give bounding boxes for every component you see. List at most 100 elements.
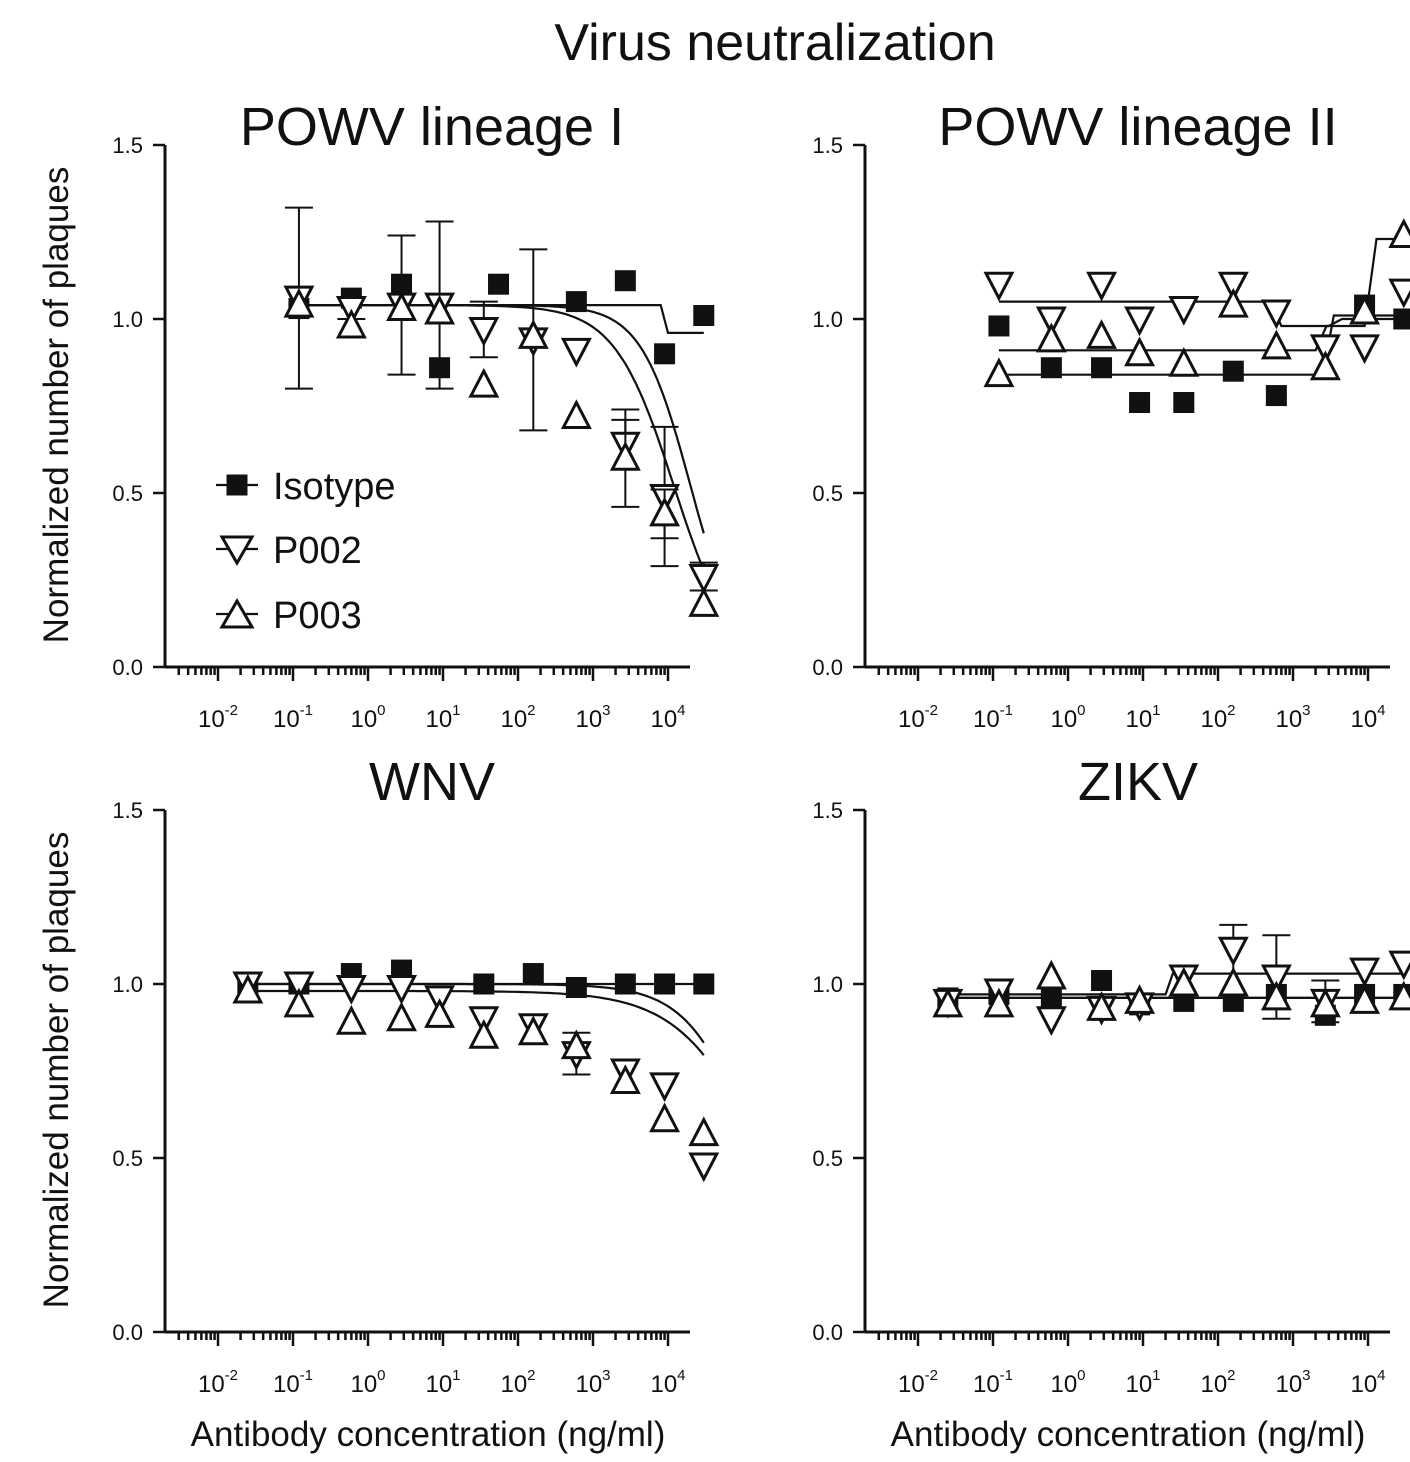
data-point-p003 (283, 987, 315, 1018)
data-point-p003 (1086, 319, 1118, 349)
y-tick-label: 1.5 (112, 133, 143, 158)
data-point-p002 (1086, 271, 1118, 302)
data-point-p003 (1388, 980, 1410, 1011)
data-point-p003 (649, 1102, 681, 1133)
data-point-isotype (565, 976, 587, 998)
data-point-p003 (560, 399, 592, 429)
y-tick-label: 1.5 (812, 798, 843, 823)
x-tick-label: 103 (1275, 1367, 1310, 1398)
data-point-p002 (1035, 306, 1067, 337)
y-tick-label: 0.0 (112, 1320, 143, 1345)
x-tick-label: 101 (1125, 1367, 1160, 1398)
legend-item-p002: P002 (216, 530, 362, 572)
x-tick-label: 104 (650, 1367, 685, 1398)
y-tick-label: 1.5 (812, 133, 843, 158)
legend-item-isotype: Isotype (216, 466, 396, 508)
open-down-triangle-icon (219, 535, 255, 567)
data-point-p003 (283, 287, 315, 318)
filled-square-icon (226, 474, 248, 496)
y-tick-label: 0.5 (112, 481, 143, 506)
data-point-p002 (1388, 950, 1410, 981)
data-point-p003 (1388, 218, 1410, 248)
x-tick-label: 103 (1275, 702, 1310, 733)
data-point-p003 (517, 319, 549, 349)
data-point-p003 (517, 1015, 549, 1046)
data-point-p002 (335, 974, 367, 1005)
x-tick-label: 100 (350, 702, 385, 733)
data-point-p002 (1349, 334, 1381, 365)
data-point-p002 (1035, 1006, 1067, 1037)
data-point-isotype (488, 273, 510, 295)
data-point-p002 (468, 316, 500, 347)
data-point-p003 (649, 496, 681, 527)
data-point-p003 (335, 1005, 367, 1035)
data-point-p003 (1035, 959, 1067, 990)
x-tick-label: 10-2 (898, 1367, 938, 1398)
x-tick-label: 102 (1200, 1367, 1235, 1398)
data-point-p003 (1086, 991, 1118, 1021)
x-tick-label: 10-2 (198, 702, 238, 733)
data-point-isotype (1393, 308, 1410, 330)
data-point-p003 (1124, 984, 1156, 1014)
y-axis-label: Normalized number of plaques (37, 167, 76, 644)
data-point-isotype (988, 315, 1010, 337)
open-up-triangle-icon (219, 597, 255, 629)
x-tick-label: 10-1 (273, 1367, 313, 1398)
x-axis-label: Antibody concentration (ng/ml) (891, 1415, 1366, 1454)
data-point-p003 (1217, 966, 1249, 997)
data-point-isotype (693, 305, 715, 327)
data-point-p003 (983, 987, 1015, 1018)
data-point-p003 (1124, 336, 1156, 367)
data-point-isotype (693, 973, 715, 995)
data-point-isotype (1091, 357, 1113, 379)
x-tick-label: 102 (500, 1367, 535, 1398)
data-point-p003 (560, 1029, 592, 1060)
panel-wnv: WNV Normalized number of plaques Antibod… (37, 752, 720, 1454)
data-point-p002 (1168, 296, 1200, 326)
x-tick-label: 104 (1350, 1367, 1385, 1398)
legend-label: P002 (273, 530, 362, 572)
x-tick-label: 10-1 (273, 702, 313, 733)
data-point-p002 (688, 564, 720, 594)
data-point-isotype (1040, 987, 1062, 1009)
y-tick-label: 0.0 (112, 655, 143, 680)
data-point-p003 (468, 367, 500, 398)
x-tick-label: 10-1 (973, 1367, 1013, 1398)
data-point-p003 (688, 1116, 720, 1147)
fit-curve-p003 (298, 304, 705, 571)
data-point-isotype (654, 343, 676, 365)
data-point-p003 (232, 973, 264, 1004)
x-tick-label: 102 (500, 702, 535, 733)
data-point-p002 (1217, 936, 1249, 967)
y-tick-label: 0.0 (812, 655, 843, 680)
panel-powv-lineage-i: POWV lineage I Normalized number of plaq… (37, 97, 720, 733)
data-point-p003 (1217, 287, 1249, 318)
data-point-p003 (1309, 350, 1341, 381)
panel-title: WNV (369, 752, 495, 812)
x-tick-label: 10-2 (198, 1367, 238, 1398)
data-point-isotype (1265, 385, 1287, 407)
x-tick-label: 100 (1050, 702, 1085, 733)
data-point-p003 (468, 1018, 500, 1049)
data-point-p002 (560, 337, 592, 368)
data-point-p003 (1168, 346, 1200, 377)
data-point-p002 (1349, 957, 1381, 988)
legend-item-p003: P003 (216, 595, 362, 637)
data-point-p003 (1260, 329, 1292, 360)
data-point-p002 (283, 971, 315, 1002)
data-point-isotype (1040, 357, 1062, 379)
panel-powv-lineage-ii: POWV lineage II 0.0 0.5 1.0 1.5 10-2 10-1 100 1… (812, 97, 1410, 733)
x-tick-label: 104 (650, 702, 685, 733)
data-point-isotype (614, 973, 636, 995)
data-point-p003 (609, 1064, 641, 1094)
figure-title: Virus neutralization (554, 14, 995, 72)
data-point-isotype (565, 291, 587, 313)
data-point-p002 (1124, 306, 1156, 337)
panel-title: POWV lineage I (240, 97, 624, 157)
data-point-isotype (1173, 392, 1195, 414)
data-point-p003 (1349, 294, 1381, 325)
legend: Isotype P002 P003 (216, 466, 396, 637)
data-point-p003 (386, 291, 418, 322)
y-axis-label: Normalized number of plaques (37, 832, 76, 1309)
